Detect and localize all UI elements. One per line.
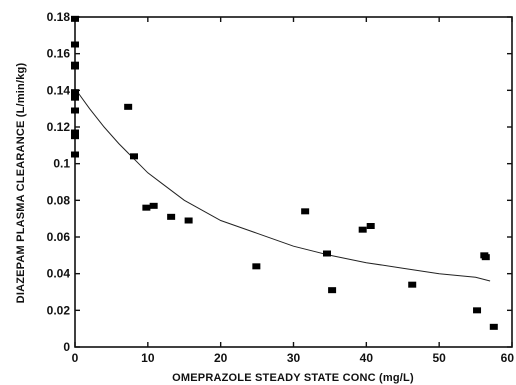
data-point <box>252 263 261 270</box>
data-point <box>71 129 79 136</box>
data-points <box>71 15 498 330</box>
data-point <box>366 223 375 229</box>
data-point <box>71 41 79 48</box>
y-tick-label: 0.04 <box>47 267 71 281</box>
x-tick-label: 20 <box>214 351 228 365</box>
y-tick-label: 0.12 <box>47 120 71 134</box>
y-tick-label: 0.16 <box>47 47 71 61</box>
x-tick-label: 10 <box>141 351 155 365</box>
y-tick-label: 0.02 <box>47 303 71 317</box>
data-point <box>323 250 332 257</box>
data-point <box>184 217 193 224</box>
y-axis-title: DIAZEPAM PLASMA CLEARANCE (L/min/kg) <box>15 63 27 304</box>
data-point <box>71 89 79 96</box>
y-tick-label: 0.06 <box>47 230 71 244</box>
data-point <box>489 323 498 330</box>
y-tick-label: 0.1 <box>53 157 70 171</box>
axes <box>74 16 513 348</box>
data-point <box>481 254 490 261</box>
x-tick-label: 60 <box>501 351 515 365</box>
fit-curve-layer <box>74 88 491 282</box>
data-point <box>473 307 482 314</box>
x-tick-label: 30 <box>287 351 301 365</box>
x-axis-title: OMEPRAZOLE STEADY STATE CONC (mg/L) <box>172 372 414 384</box>
data-point <box>149 202 158 209</box>
data-point <box>301 208 310 215</box>
plot-frame <box>74 16 513 348</box>
data-point <box>71 63 79 70</box>
fit-curve <box>74 88 491 282</box>
y-tick-label: 0.18 <box>47 10 71 24</box>
x-tick-label: 0 <box>72 351 79 365</box>
data-point <box>328 287 337 294</box>
data-point <box>71 94 79 101</box>
y-axis-ticks: 0 0.02 0.04 0.06 0.08 0.1 0.12 0.14 0.16 0.18 <box>47 10 512 354</box>
y-tick-label: 0 <box>63 340 70 354</box>
data-point <box>71 107 79 114</box>
data-point <box>71 133 79 140</box>
x-tick-label: 40 <box>360 351 374 365</box>
data-point <box>124 103 133 110</box>
data-point <box>358 226 367 233</box>
data-point <box>167 213 176 220</box>
data-point <box>71 151 79 158</box>
data-point <box>142 204 151 211</box>
x-axis-ticks: 0 10 20 30 40 50 60 <box>72 17 515 365</box>
data-point <box>129 153 138 160</box>
data-point <box>408 281 417 288</box>
y-tick-label: 0.08 <box>47 193 71 207</box>
data-point <box>71 15 79 22</box>
y-tick-label: 0.14 <box>47 83 71 97</box>
x-tick-label: 50 <box>432 351 446 365</box>
